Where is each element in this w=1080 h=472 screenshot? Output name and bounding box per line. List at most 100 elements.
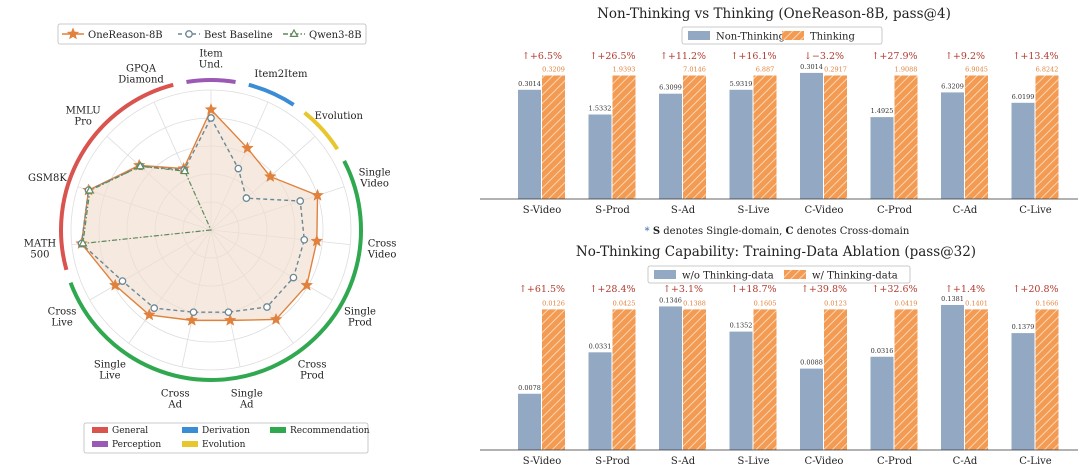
legend-box xyxy=(57,23,367,45)
bar-orange xyxy=(612,75,636,199)
value-label: 0.0316 xyxy=(871,347,894,355)
delta-label: ↑+32.6% xyxy=(871,284,917,295)
bar-orange xyxy=(1035,309,1059,450)
radar-point xyxy=(223,313,237,326)
footnote-part: denotes Cross-domain xyxy=(794,226,910,237)
value-label: 0.3014 xyxy=(518,80,541,88)
bar-orange xyxy=(683,309,706,450)
delta-label: ↑+3.1% xyxy=(663,284,703,295)
group-legend-label: Derivation xyxy=(202,426,250,436)
bar-blue xyxy=(659,306,682,450)
label-line: GSM8K xyxy=(28,173,67,184)
radar-axis-label: GPQA Diamond xyxy=(118,63,164,85)
chart-title: Non-Thinking vs Thinking (OneReason-8B, … xyxy=(597,6,951,22)
delta-label: ↓−3.2% xyxy=(804,51,844,62)
label-line: Cross xyxy=(161,389,190,400)
delta-label: ↑+20.8% xyxy=(1012,284,1058,295)
bar-blue xyxy=(870,117,894,199)
radar-point xyxy=(150,304,159,313)
radar-axis-label: Item2Item xyxy=(254,69,308,80)
footnote-part: S xyxy=(653,226,660,237)
label-line: MMLU xyxy=(66,105,101,116)
radar-point xyxy=(142,308,156,321)
label-line: 500 xyxy=(30,249,49,260)
legend-tri-icon xyxy=(289,28,299,37)
label-line: Diamond xyxy=(118,74,164,85)
radar-point xyxy=(204,102,218,116)
group-legend-label: Recommendation xyxy=(290,426,370,436)
label-line: Evolution xyxy=(315,111,364,122)
delta-label: ↑+1.4% xyxy=(945,284,985,295)
delta-label: ↑+18.7% xyxy=(730,284,776,295)
radar-point xyxy=(269,312,283,325)
x-tick-label: S-Ad xyxy=(671,456,696,467)
value-label: 6.3099 xyxy=(659,84,682,92)
radar-axis-label: Single Ad xyxy=(231,389,263,411)
legend-swatch-orange xyxy=(782,31,804,40)
x-tick-label: C-Prod xyxy=(877,205,913,216)
value-label: 1.4925 xyxy=(871,107,894,115)
value-label: 6.887 xyxy=(756,66,775,74)
x-tick-label: C-Video xyxy=(805,205,844,216)
radar-point xyxy=(242,194,251,202)
radar-point xyxy=(300,278,314,291)
bar-orange xyxy=(542,309,565,450)
radar-series-0 xyxy=(80,108,319,322)
label-line: Video xyxy=(367,249,397,260)
bar-blue xyxy=(588,352,612,450)
radar-point xyxy=(135,161,145,170)
delta-label: ↑+16.1% xyxy=(730,51,776,62)
delta-label: ↑+13.4% xyxy=(1012,51,1058,62)
value-label: 7.0146 xyxy=(683,66,706,74)
value-label: 5.9319 xyxy=(730,80,753,88)
legend-label: OneReason-8B xyxy=(88,30,163,41)
group-swatch xyxy=(182,441,198,447)
value-label: 6.9045 xyxy=(965,66,988,74)
bar-blue xyxy=(800,368,823,450)
radar-axis-label: Single Live xyxy=(94,360,126,382)
bar-blue xyxy=(659,93,682,199)
radar-point xyxy=(189,308,198,317)
label-line: Und. xyxy=(199,60,223,71)
group-swatch xyxy=(270,427,286,433)
delta-label: ↑+26.5% xyxy=(589,51,635,62)
label-line: Video xyxy=(359,178,389,189)
legend-circle-icon xyxy=(185,30,193,38)
legend-label: w/o Thinking-data xyxy=(682,271,774,282)
group-arc-evolution xyxy=(303,111,340,151)
radar-axis-label: MATH 500 xyxy=(24,238,57,260)
bar-orange xyxy=(824,75,847,199)
label-line: Live xyxy=(99,371,120,382)
bar-orange xyxy=(1035,75,1059,199)
legend-star-icon xyxy=(66,27,80,40)
radar-point xyxy=(207,114,215,122)
radar-legend: OneReason-8B Best Baseline Qwen3-8B xyxy=(57,23,367,45)
legend-swatch-blue xyxy=(654,270,676,279)
bar-blue xyxy=(729,331,753,450)
group-arc-derivation xyxy=(248,82,295,107)
group-arc-general xyxy=(59,82,174,271)
group-swatch xyxy=(92,427,108,433)
footnote-part: * xyxy=(645,226,653,237)
group-swatch xyxy=(92,441,108,447)
bar-orange xyxy=(542,75,565,199)
radar-point xyxy=(241,141,254,154)
bar-blue xyxy=(518,89,541,199)
radar-axis-label: GSM8K xyxy=(28,173,67,184)
value-label: 0.0088 xyxy=(800,359,823,367)
footnote-part: denotes Single-domain, xyxy=(660,226,785,237)
label-line: Item xyxy=(199,49,223,60)
group-swatch xyxy=(182,427,198,433)
delta-label: ↑+27.9% xyxy=(871,51,917,62)
value-label: 0.0331 xyxy=(589,342,612,350)
delta-label: ↑+11.2% xyxy=(660,51,706,62)
label-line: Cross xyxy=(298,360,327,371)
bar-orange xyxy=(894,309,918,450)
radar-axis-label: Cross Ad xyxy=(161,389,190,411)
x-tick-label: S-Live xyxy=(737,456,769,467)
delta-label: ↑+61.5% xyxy=(519,284,565,295)
legend-label: Qwen3-8B xyxy=(309,30,362,41)
label-line: Ad xyxy=(167,400,182,411)
chart-title: No-Thinking Capability: Training-Data Ab… xyxy=(576,244,976,260)
